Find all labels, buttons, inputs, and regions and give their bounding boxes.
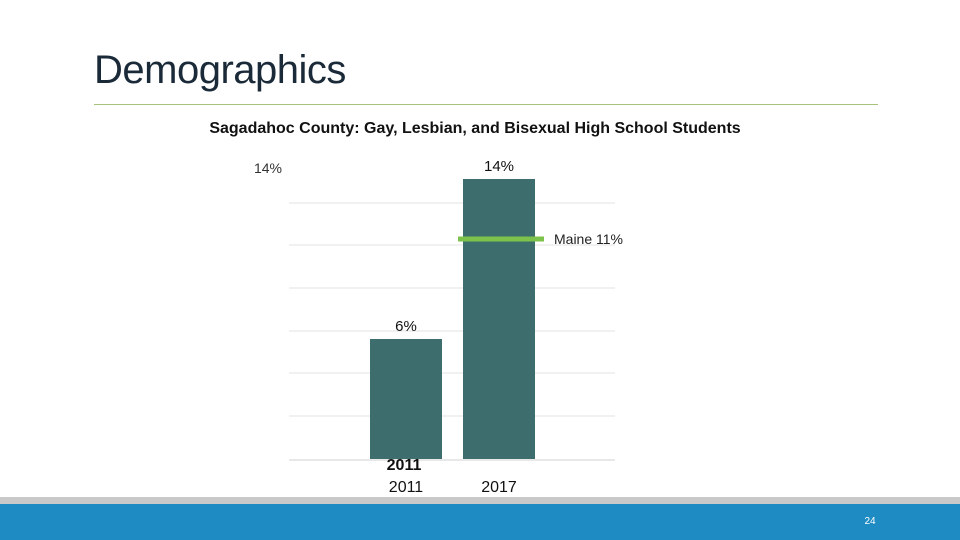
data-label-2017: 14% — [484, 158, 514, 175]
footer-bar — [0, 504, 960, 540]
y-tick-label: 14% — [254, 160, 282, 176]
slide-title: Demographics — [94, 48, 346, 92]
data-label-2011: 6% — [395, 318, 417, 335]
x-tick-label-2011: 2011 — [389, 479, 424, 496]
page-number: 24 — [864, 516, 876, 527]
title-divider — [94, 104, 878, 105]
maine-reference-label: Maine 11% — [554, 231, 623, 247]
footer-accent-strip — [0, 497, 960, 504]
x-tick-label-2017: 2017 — [481, 479, 517, 496]
bar-2011 — [370, 339, 442, 459]
overlap-category-label: 2011 — [387, 457, 422, 474]
chart-title: Sagadahoc County: Gay, Lesbian, and Bise… — [209, 120, 741, 137]
bar-2017 — [463, 179, 535, 459]
bar-chart: 14% 6% 14% Maine 11% 2011 2011 2017 — [254, 158, 623, 496]
